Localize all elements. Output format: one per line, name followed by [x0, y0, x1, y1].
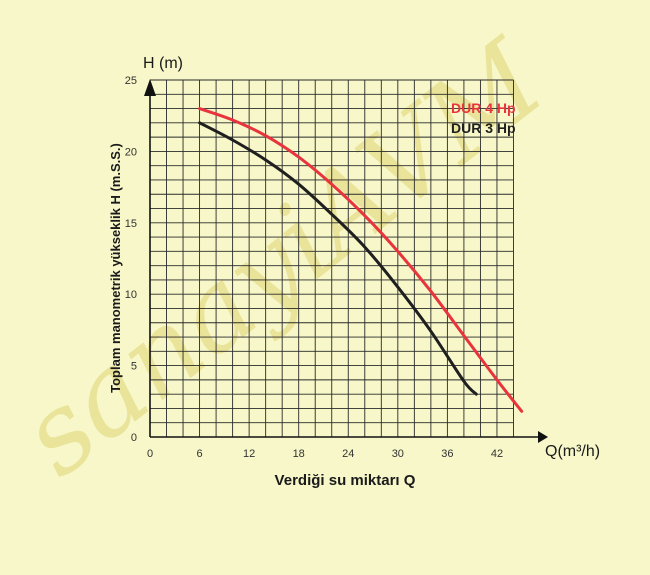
- axes: [144, 79, 548, 443]
- y-tick-label: 15: [125, 218, 137, 230]
- x-tick-label: 0: [147, 448, 153, 460]
- x-tick-label: 30: [392, 448, 404, 460]
- legend: DUR 4 Hp DUR 3 Hp: [451, 100, 516, 136]
- watermark: sanayiAVM: [0, 15, 568, 500]
- series-line-dur-4-hp: [198, 107, 524, 413]
- x-tick-label: 18: [293, 448, 305, 460]
- x-axis-unit: Q(m³/h): [545, 443, 600, 460]
- series-line-dur-3-hp: [198, 121, 478, 396]
- legend-item-dur-4-hp: DUR 4 Hp: [451, 100, 516, 116]
- y-tick-label: 5: [131, 361, 137, 373]
- x-axis-arrow: [538, 431, 548, 443]
- x-tick-label: 24: [342, 448, 354, 460]
- x-tick-label: 42: [491, 448, 503, 460]
- y-tick-label: 10: [125, 289, 137, 301]
- y-axis-arrow: [144, 79, 156, 96]
- y-tick-label: 20: [125, 146, 137, 158]
- x-tick-label: 6: [197, 448, 203, 460]
- y-axis-label: Toplam manometrik yükseklik H (m.S.S.): [108, 143, 123, 393]
- watermark-text: sanayiAVM: [0, 15, 568, 500]
- series: [198, 107, 524, 413]
- legend-item-dur-3-hp: DUR 3 Hp: [451, 120, 516, 136]
- y-axis-unit: H (m): [143, 55, 183, 72]
- x-tick-label: 12: [243, 448, 255, 460]
- x-axis-label: Verdiği su miktarı Q: [275, 472, 416, 489]
- x-tick-label: 36: [441, 448, 453, 460]
- y-tick-label: 25: [125, 75, 137, 87]
- y-tick-label: 0: [131, 432, 137, 444]
- tick-labels: 0 6 12 18 24 30 36 42 0 5 10 15 20 25: [125, 75, 503, 460]
